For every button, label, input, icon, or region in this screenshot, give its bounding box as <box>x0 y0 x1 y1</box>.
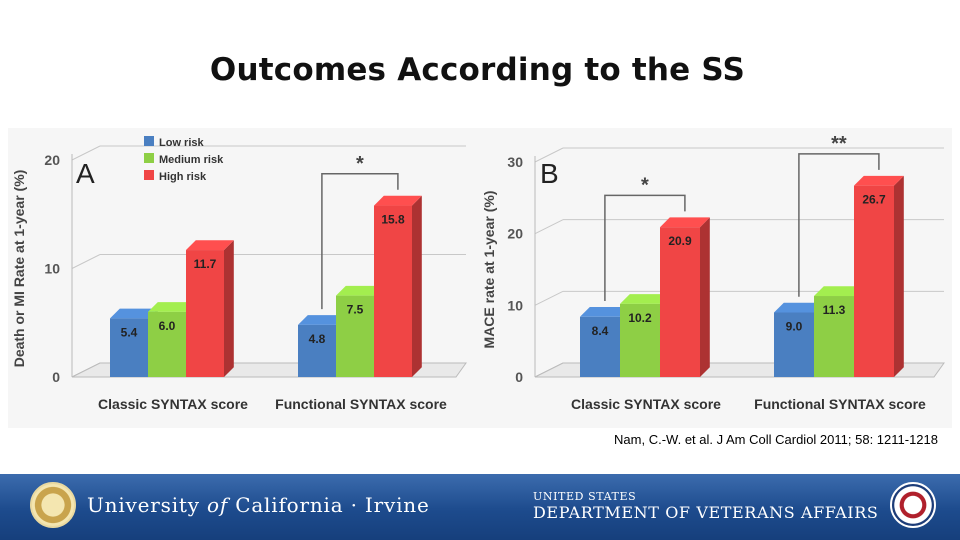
bar-value-label: 20.9 <box>668 234 692 248</box>
legend-label: High risk <box>159 171 207 183</box>
va-wordmark-line2: DEPARTMENT OF VETERANS AFFAIRS <box>533 503 879 522</box>
y-tick-label: 30 <box>507 154 523 170</box>
uci-wordmark: University of California · Irvine <box>87 493 430 517</box>
bar-top <box>660 217 710 228</box>
bar <box>774 312 814 377</box>
bar <box>148 311 186 377</box>
category-label: Classic SYNTAX score <box>98 396 248 412</box>
bar <box>186 250 224 377</box>
uci-wordmark-part3: California · Irvine <box>235 493 430 517</box>
bar-side <box>700 217 710 377</box>
y-tick-label: 10 <box>44 261 60 277</box>
bar-top <box>186 240 234 251</box>
bar <box>620 303 660 377</box>
bar <box>374 205 412 377</box>
significance-marker: * <box>356 153 364 175</box>
bar-side <box>224 240 234 377</box>
panel-label: B <box>540 158 559 189</box>
y-tick-label: 0 <box>515 369 523 385</box>
bar-value-label: 5.4 <box>121 325 138 339</box>
legend-swatch <box>144 136 154 146</box>
bar <box>580 316 620 377</box>
category-label: Classic SYNTAX score <box>571 396 721 412</box>
uci-seal-logo <box>30 482 76 528</box>
y-tick-label: 0 <box>52 369 60 385</box>
bar-top <box>580 307 630 317</box>
bar <box>660 227 700 377</box>
bar-value-label: 6.0 <box>159 319 176 333</box>
y-axis-title: Death or MI Rate at 1-year (%) <box>11 170 27 368</box>
chart-panel: 0 10 20 Death or MI Rate at 1-year (%) A 5.4 6… <box>8 128 952 428</box>
bar-side <box>412 195 422 377</box>
bar <box>110 318 148 377</box>
bar-top <box>336 285 384 296</box>
y-axis-title: MACE rate at 1-year (%) <box>481 191 497 349</box>
va-wordmark-line1: UNITED STATES <box>533 490 637 503</box>
footer-banner: University of California · Irvine UNITED… <box>0 474 960 540</box>
bar-value-label: 11.7 <box>194 257 217 271</box>
significance-bracket <box>604 194 686 301</box>
gridline-diag <box>534 290 564 306</box>
y-tick-label: 20 <box>507 226 523 242</box>
legend-swatch <box>144 153 154 163</box>
citation: Nam, C.-W. et al. J Am Coll Cardiol 2011… <box>614 432 938 447</box>
legend-label: Low risk <box>159 137 205 149</box>
significance-marker: ** <box>831 133 847 155</box>
bar-top <box>774 302 824 313</box>
bar-side <box>894 175 904 377</box>
bar <box>336 295 374 377</box>
bar-value-label: 4.8 <box>309 332 326 346</box>
uci-wordmark-part2: of <box>207 493 229 517</box>
category-label: Functional SYNTAX score <box>754 396 926 412</box>
significance-bracket <box>798 153 880 297</box>
significance-bracket <box>321 173 399 310</box>
category-label: Functional SYNTAX score <box>275 396 447 412</box>
bar-value-label: 9.0 <box>786 320 803 334</box>
significance-marker: * <box>641 174 649 196</box>
legend-swatch <box>144 170 154 180</box>
bar-value-label: 15.8 <box>381 213 405 227</box>
charts-figure: 0 10 20 Death or MI Rate at 1-year (%) A 5.4 6… <box>11 133 945 412</box>
bar-top <box>814 286 864 297</box>
gridline-diag <box>534 219 564 235</box>
bar-top <box>854 175 904 186</box>
bar <box>814 296 854 377</box>
bar <box>854 185 894 377</box>
bar-value-label: 10.2 <box>628 311 652 325</box>
bar-value-label: 8.4 <box>592 324 609 338</box>
y-tick-label: 10 <box>507 297 523 313</box>
gridline-diag <box>71 145 101 161</box>
bar-value-label: 7.5 <box>347 303 364 317</box>
bar-value-label: 26.7 <box>862 193 886 207</box>
bar-top <box>148 302 196 312</box>
va-seal-logo <box>890 482 936 528</box>
slide-title: Outcomes According to the SS <box>209 52 746 88</box>
bar-top <box>374 195 422 206</box>
legend-label: Medium risk <box>159 154 224 166</box>
bar-top <box>110 308 158 319</box>
bar-top <box>620 294 670 304</box>
y-tick-label: 20 <box>44 152 60 168</box>
gridline-diag <box>534 147 564 163</box>
panel-label: A <box>76 158 95 189</box>
bar-value-label: 11.3 <box>823 303 846 317</box>
bar <box>298 324 336 377</box>
uci-wordmark-part1: University <box>87 493 200 517</box>
bar-top <box>298 315 346 325</box>
gridline-diag <box>71 254 101 269</box>
